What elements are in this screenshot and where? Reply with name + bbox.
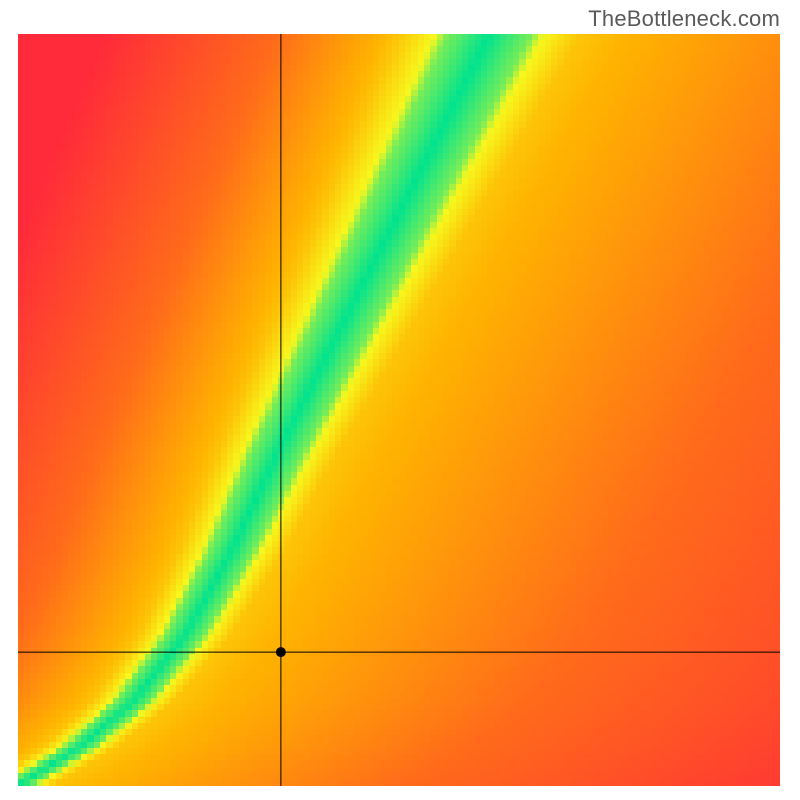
chart-container: { "watermark": "TheBottleneck.com", "plo… [0, 0, 800, 800]
bottleneck-heatmap [18, 34, 780, 786]
plot-area [18, 34, 780, 786]
watermark-text: TheBottleneck.com [588, 6, 780, 32]
